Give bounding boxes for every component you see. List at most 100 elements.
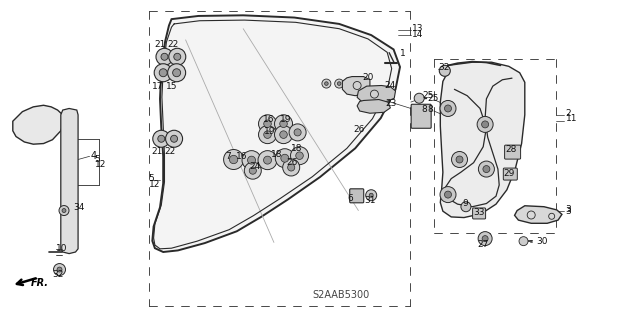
Circle shape xyxy=(153,130,170,147)
Polygon shape xyxy=(342,77,370,96)
Circle shape xyxy=(439,65,451,76)
Text: 2: 2 xyxy=(566,109,572,118)
Text: 32: 32 xyxy=(438,63,450,72)
Circle shape xyxy=(335,79,344,88)
FancyBboxPatch shape xyxy=(504,145,520,159)
Circle shape xyxy=(324,82,328,85)
Circle shape xyxy=(59,205,69,216)
Circle shape xyxy=(264,120,271,128)
Circle shape xyxy=(174,53,180,60)
Circle shape xyxy=(159,69,167,77)
Text: 25: 25 xyxy=(422,91,434,100)
Circle shape xyxy=(173,69,180,77)
Text: 29: 29 xyxy=(504,169,515,178)
Circle shape xyxy=(365,190,377,201)
Text: 28: 28 xyxy=(505,145,516,154)
Text: 26: 26 xyxy=(287,158,298,167)
Circle shape xyxy=(445,191,451,198)
Text: 32: 32 xyxy=(52,270,64,279)
Circle shape xyxy=(158,135,164,142)
Text: 21: 21 xyxy=(155,40,166,49)
FancyBboxPatch shape xyxy=(349,189,364,203)
Circle shape xyxy=(414,93,424,103)
Text: 8: 8 xyxy=(428,105,433,114)
Text: 25: 25 xyxy=(428,94,439,103)
Circle shape xyxy=(168,64,186,82)
Circle shape xyxy=(478,232,492,246)
Circle shape xyxy=(264,156,271,164)
Text: 26: 26 xyxy=(353,125,365,134)
Text: 18: 18 xyxy=(291,144,303,153)
Text: 23: 23 xyxy=(385,99,397,108)
Circle shape xyxy=(456,156,463,163)
Circle shape xyxy=(166,130,182,147)
Circle shape xyxy=(452,152,467,167)
Text: 15: 15 xyxy=(166,82,177,91)
Circle shape xyxy=(244,162,261,179)
Circle shape xyxy=(275,126,292,144)
Circle shape xyxy=(322,79,331,88)
Text: 6: 6 xyxy=(348,194,353,203)
Text: 4: 4 xyxy=(91,151,97,161)
Circle shape xyxy=(169,48,186,65)
Circle shape xyxy=(171,135,177,142)
Text: 3: 3 xyxy=(566,205,572,214)
Text: 1: 1 xyxy=(400,49,406,58)
Circle shape xyxy=(248,156,255,164)
Circle shape xyxy=(258,151,277,170)
Circle shape xyxy=(249,167,257,174)
Text: 10: 10 xyxy=(56,244,67,253)
Circle shape xyxy=(154,64,172,82)
Circle shape xyxy=(548,213,555,219)
Text: 27: 27 xyxy=(477,241,489,249)
Circle shape xyxy=(242,151,261,170)
Text: 9: 9 xyxy=(462,199,468,208)
Polygon shape xyxy=(515,206,562,223)
Text: 7: 7 xyxy=(225,152,231,161)
Circle shape xyxy=(54,263,65,276)
Text: 13: 13 xyxy=(412,24,424,33)
Polygon shape xyxy=(357,85,396,104)
Circle shape xyxy=(156,48,173,65)
Circle shape xyxy=(440,187,456,203)
Circle shape xyxy=(482,236,488,241)
Circle shape xyxy=(477,116,493,132)
Text: 12: 12 xyxy=(95,160,106,169)
Text: 8: 8 xyxy=(422,105,428,114)
Circle shape xyxy=(161,53,168,60)
Circle shape xyxy=(294,129,301,136)
Text: 12: 12 xyxy=(148,180,160,189)
Text: 20: 20 xyxy=(362,73,374,82)
Circle shape xyxy=(259,115,276,133)
Circle shape xyxy=(280,131,287,138)
Polygon shape xyxy=(61,108,78,254)
Circle shape xyxy=(264,131,271,138)
FancyBboxPatch shape xyxy=(411,104,431,128)
Text: 34: 34 xyxy=(74,203,85,212)
Circle shape xyxy=(223,150,244,169)
FancyBboxPatch shape xyxy=(472,208,486,219)
Text: 22: 22 xyxy=(164,147,176,156)
Polygon shape xyxy=(357,100,390,113)
Circle shape xyxy=(371,90,378,98)
Text: 24: 24 xyxy=(384,81,396,90)
Circle shape xyxy=(445,105,451,112)
Text: 21: 21 xyxy=(152,147,163,156)
Text: 16: 16 xyxy=(263,115,275,124)
Circle shape xyxy=(483,166,490,173)
Polygon shape xyxy=(440,62,525,218)
Text: 30: 30 xyxy=(536,237,548,246)
Circle shape xyxy=(57,267,62,272)
Text: 3: 3 xyxy=(566,207,572,216)
Text: 19: 19 xyxy=(264,127,275,136)
Text: 22: 22 xyxy=(168,40,179,49)
Polygon shape xyxy=(152,15,400,252)
Text: 17: 17 xyxy=(152,82,164,91)
Circle shape xyxy=(479,161,495,177)
Text: 24: 24 xyxy=(249,162,260,171)
Text: 14: 14 xyxy=(412,30,424,39)
Circle shape xyxy=(62,209,66,212)
Text: 11: 11 xyxy=(566,115,577,123)
Circle shape xyxy=(291,147,308,165)
Circle shape xyxy=(281,154,289,162)
